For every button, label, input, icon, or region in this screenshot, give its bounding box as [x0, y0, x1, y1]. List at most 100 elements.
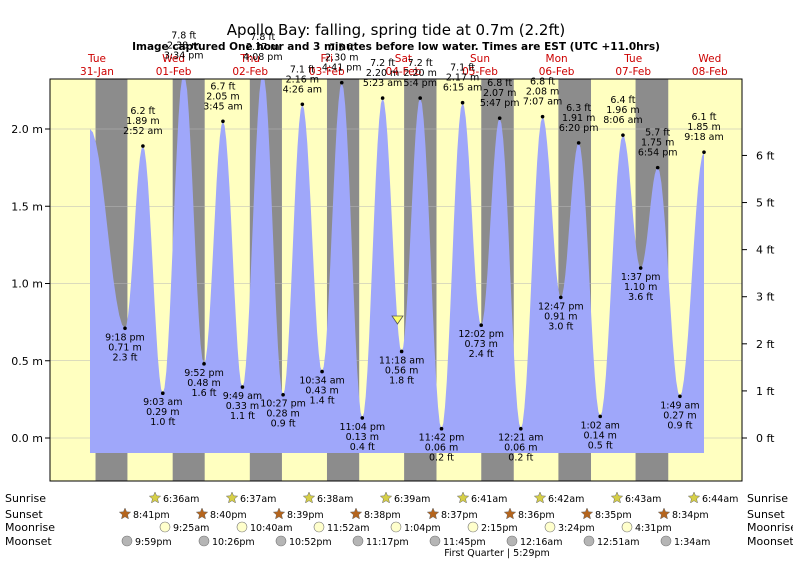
- day-date: 08-Feb: [692, 66, 728, 78]
- moonset-icon: [198, 535, 210, 547]
- moon-phase: First Quarter | 5:29pm: [444, 548, 550, 559]
- extreme-label: 2.3 ft: [112, 352, 137, 363]
- moonset-time: 9:59pm: [135, 537, 172, 548]
- extreme-label: 0.48 m: [187, 378, 220, 389]
- right-tick-label: 2 ft: [756, 338, 775, 351]
- extreme-label: 5:23 am: [363, 78, 402, 89]
- moonrise-icon: [313, 521, 325, 533]
- sunrise-time: 6:36am: [163, 494, 199, 505]
- extreme-point: [141, 144, 145, 148]
- moonset-icon: [352, 535, 364, 547]
- day-name: Tue: [87, 53, 106, 65]
- extreme-point: [598, 414, 603, 419]
- extreme-label: 2.07 m: [483, 88, 516, 99]
- day-name: Mon: [546, 53, 568, 65]
- extreme-label: 2.17 m: [446, 73, 479, 84]
- plot-frame: [49, 78, 743, 482]
- extreme-label: 6.2 ft: [130, 106, 155, 117]
- moonset-row-label-right: Moonset: [747, 535, 793, 548]
- sunrise-icon: [533, 491, 547, 504]
- extreme-label: 6:15 am: [443, 83, 482, 94]
- moonset-time: 10:52pm: [289, 537, 332, 548]
- sunset-time: 8:36pm: [518, 510, 555, 521]
- moonrise-time: 1:04pm: [404, 523, 441, 534]
- extreme-label: 0.2 ft: [429, 453, 454, 464]
- left-tick-label: 1.5 m: [11, 200, 43, 213]
- sunset-time: 8:34pm: [672, 510, 709, 521]
- extreme-label: 10:27 pm: [260, 399, 306, 410]
- extreme-label: 0.4 ft: [350, 442, 375, 453]
- day-headers: Tue31-JanWed01-FebThu02-FebFri03-FebSat0…: [80, 53, 728, 78]
- extreme-label: 1.75 m: [641, 138, 674, 149]
- moonset-time: 10:26pm: [212, 537, 255, 548]
- moonset-time: 11:17pm: [366, 537, 409, 548]
- extreme-label: 6.8 ft: [530, 77, 555, 88]
- extreme-label: 1:37 pm: [621, 272, 661, 283]
- extreme-label: 7.1 ft: [450, 63, 475, 74]
- extreme-label: 5.7 ft: [645, 128, 670, 139]
- sunset-icon: [426, 507, 440, 520]
- sunset-icon: [118, 507, 132, 520]
- extreme-point: [123, 326, 127, 331]
- extreme-point: [638, 266, 643, 270]
- moonrise-time: 2:15pm: [481, 523, 518, 534]
- extreme-label: 0.9 ft: [667, 420, 692, 431]
- sunrise-time: 6:37am: [240, 494, 276, 505]
- extreme-label: 0.33 m: [226, 401, 259, 412]
- left-tick-label: 0.0 m: [11, 432, 43, 445]
- extreme-label: 3.0 ft: [548, 321, 573, 332]
- sunset-time: 8:37pm: [441, 510, 478, 521]
- extreme-label: 5:4 pm: [403, 78, 437, 89]
- extreme-label: 1.6 ft: [192, 388, 217, 399]
- extreme-label: 0.91 m: [544, 311, 577, 322]
- extreme-label: 12:21 am: [498, 433, 543, 444]
- extreme-label: 7.5 ft: [329, 43, 354, 54]
- extreme-label: 2.4 ft: [469, 349, 494, 360]
- left-tick-label: 1.0 m: [11, 278, 43, 291]
- extreme-label: 6.7 ft: [210, 81, 235, 92]
- day-name: Thu: [239, 53, 260, 65]
- right-tick-label: 5 ft: [756, 197, 775, 210]
- sunset-row-label: Sunset: [5, 508, 43, 521]
- sunset-time: 8:38pm: [364, 510, 401, 521]
- extreme-label: 6.8 ft: [487, 78, 512, 89]
- extreme-label: 2.08 m: [526, 87, 559, 98]
- extreme-label: 12:02 pm: [458, 329, 504, 340]
- day-date: 01-Feb: [156, 66, 192, 78]
- extreme-label: 1.1 ft: [230, 411, 255, 422]
- extreme-label: 6:54 pm: [638, 148, 678, 159]
- day-name: Sun: [470, 53, 490, 65]
- sunrise-row-label: Sunrise: [5, 492, 46, 505]
- extreme-label: 11:42 pm: [419, 433, 465, 444]
- extreme-point: [678, 394, 682, 399]
- extreme-label: 9:18 pm: [105, 332, 145, 343]
- day-date: 07-Feb: [615, 66, 651, 78]
- moonset-icon: [429, 535, 441, 547]
- moonrise-icon: [236, 521, 248, 533]
- chart-title: Apollo Bay: falling, spring tide at 0.7m…: [227, 21, 565, 39]
- extreme-label: 1.10 m: [624, 282, 657, 293]
- day-date: 03-Feb: [309, 66, 345, 78]
- left-axis: 2.0 m 1.5 m 1.0 m 0.5 m 0.0 m: [11, 123, 50, 445]
- extreme-label: 1:02 am: [580, 420, 619, 431]
- extreme-label: 2.20 m: [403, 68, 436, 79]
- extreme-label: 1:49 am: [660, 400, 699, 411]
- extreme-label: 0.56 m: [385, 365, 418, 376]
- extreme-label: 9:03 am: [143, 397, 182, 408]
- extreme-point: [655, 165, 660, 170]
- extreme-point: [300, 102, 305, 107]
- sunset-icon: [503, 507, 517, 520]
- tide-extremes: 9:18 pm0.71 m2.3 ft 6.2 ft1.89 m2:52 am 9:…: [105, 30, 724, 463]
- extreme-label: 3:45 am: [203, 101, 242, 112]
- extreme-label: 0.2 ft: [508, 453, 533, 464]
- extreme-label: 10:34 am: [299, 376, 344, 387]
- extreme-label: 2.20 m: [366, 68, 399, 79]
- extreme-label: 7.8 ft: [250, 32, 275, 43]
- extreme-label: 7:07 am: [523, 97, 562, 108]
- extreme-label: 3:34 pm: [164, 50, 204, 61]
- astronomy-rows: Sunrise Sunrise 6:36am 6:37am 6:38am 6:39am 6:…: [5, 491, 793, 548]
- extreme-point: [160, 391, 165, 395]
- extreme-label: 0.27 m: [663, 410, 696, 421]
- sunrise-icon: [379, 491, 393, 504]
